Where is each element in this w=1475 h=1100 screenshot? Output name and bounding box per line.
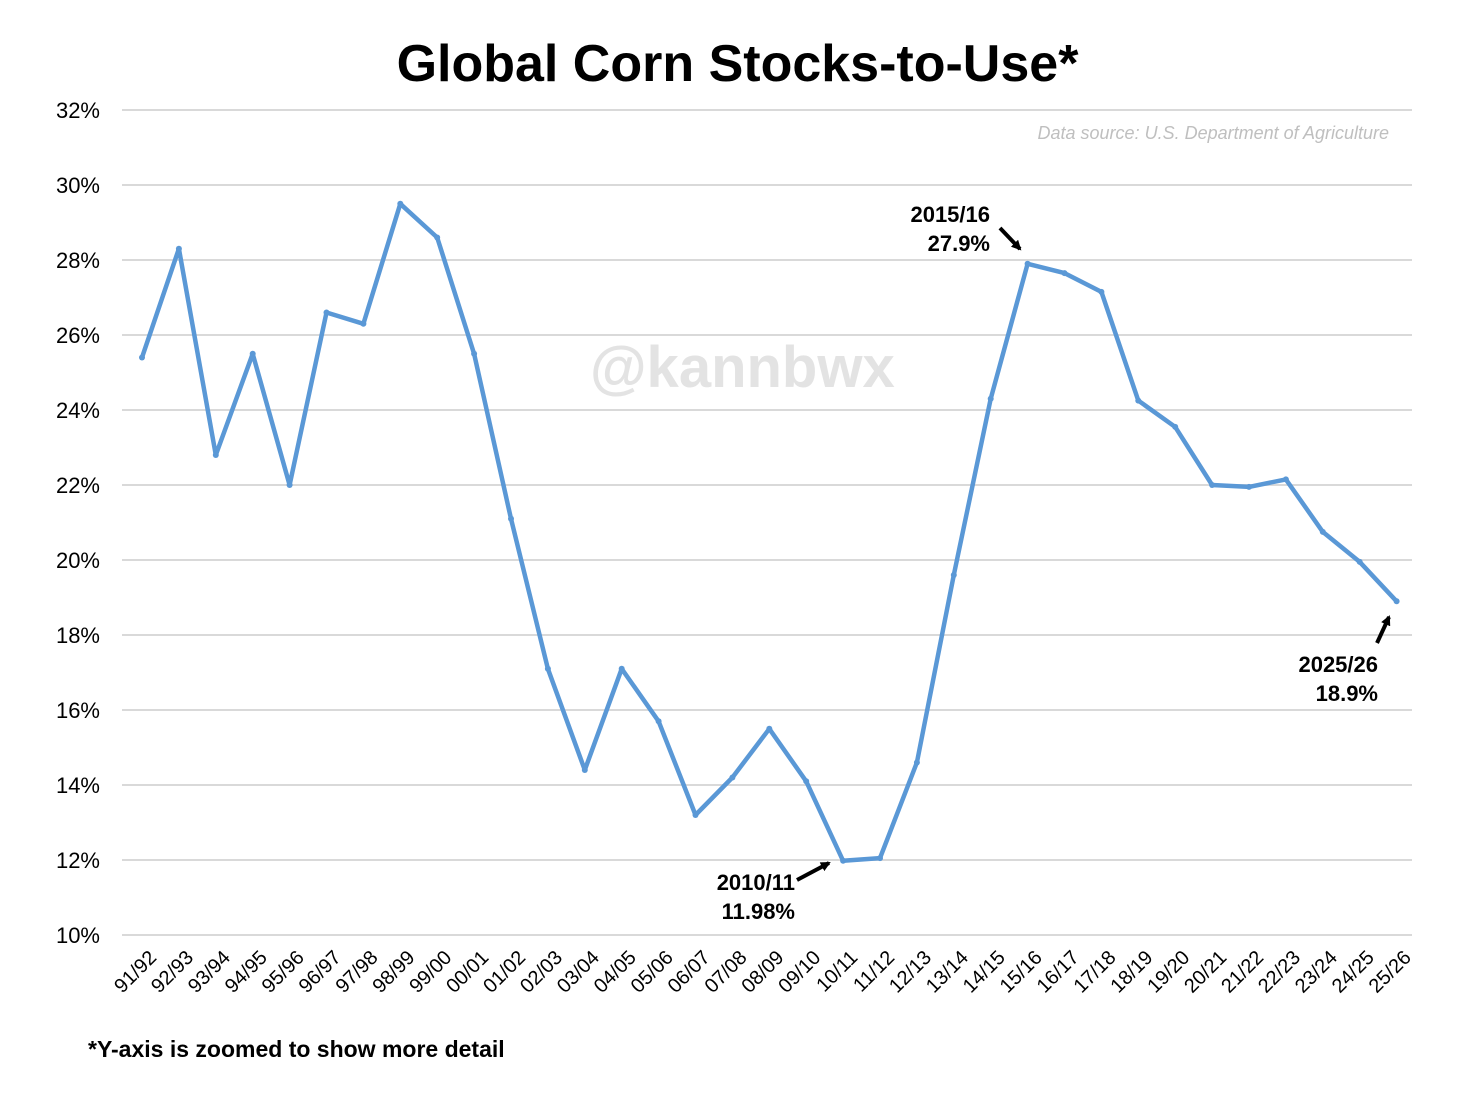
data-point xyxy=(618,665,625,672)
y-tick-label: 20% xyxy=(56,548,100,573)
data-point xyxy=(1061,270,1068,277)
x-tick-label: 23/24 xyxy=(1291,947,1342,998)
data-point xyxy=(323,309,330,316)
x-tick-label: 19/20 xyxy=(1143,947,1194,998)
x-tick-label: 96/97 xyxy=(295,947,346,998)
y-tick-label: 22% xyxy=(56,473,100,498)
y-tick-label: 26% xyxy=(56,323,100,348)
peak-annotation: 2015/16 27.9% xyxy=(880,200,990,258)
y-tick-label: 16% xyxy=(56,698,100,723)
x-tick-label: 93/94 xyxy=(184,947,235,998)
x-tick-label: 21/22 xyxy=(1217,947,1268,998)
x-tick-label: 10/11 xyxy=(812,947,862,997)
x-tick-label: 07/08 xyxy=(701,947,752,998)
x-tick-label: 06/07 xyxy=(664,947,715,998)
x-tick-label: 22/23 xyxy=(1254,947,1305,998)
data-point xyxy=(434,234,441,241)
data-point xyxy=(1172,423,1179,430)
data-point xyxy=(139,354,145,361)
data-point xyxy=(840,857,847,864)
data-source-note: Data source: U.S. Department of Agricult… xyxy=(1037,123,1389,143)
data-point xyxy=(544,665,551,672)
x-tick-label: 14/15 xyxy=(959,947,1010,998)
watermark: @kannbwx xyxy=(590,335,895,400)
data-point xyxy=(286,482,293,488)
y-tick-label: 32% xyxy=(56,98,100,123)
data-point xyxy=(987,395,994,402)
data-point xyxy=(471,350,478,357)
data-point xyxy=(1098,288,1105,295)
x-tick-label: 12/13 xyxy=(885,947,936,998)
latest-annotation: 2025/26 18.9% xyxy=(1270,650,1378,708)
trough-annotation: 2010/11 11.98% xyxy=(690,868,795,926)
data-point xyxy=(766,725,773,732)
x-tick-label: 04/05 xyxy=(590,947,641,998)
data-point xyxy=(1282,476,1289,483)
data-point xyxy=(397,200,404,207)
data-point xyxy=(360,320,367,327)
y-tick-label: 12% xyxy=(56,848,100,873)
x-tick-label: 99/00 xyxy=(405,947,456,998)
x-tick-label: 16/17 xyxy=(1033,947,1084,998)
data-point xyxy=(1024,260,1031,267)
peak-annotation-value: 27.9% xyxy=(927,231,990,256)
x-tick-label: 15/16 xyxy=(996,947,1047,998)
data-point xyxy=(803,778,810,785)
trough-annotation-year: 2010/11 xyxy=(716,870,795,895)
y-tick-label: 18% xyxy=(56,623,100,648)
latest-arrow xyxy=(1375,615,1391,644)
x-tick-label: 13/14 xyxy=(922,947,973,998)
x-tick-label: 98/99 xyxy=(368,947,419,998)
latest-annotation-year: 2025/26 xyxy=(1298,652,1378,677)
data-point xyxy=(1135,397,1142,404)
x-tick-label: 03/04 xyxy=(553,947,604,998)
series-line xyxy=(139,201,1399,864)
chart-title: Global Corn Stocks-to-Use* xyxy=(396,35,1079,93)
y-tick-label: 14% xyxy=(56,773,100,798)
data-point xyxy=(175,245,182,252)
data-point xyxy=(212,452,219,458)
data-point xyxy=(1319,528,1326,535)
x-tick-label: 92/93 xyxy=(147,947,198,998)
data-point xyxy=(950,572,957,578)
x-tick-label: 02/03 xyxy=(516,947,567,998)
data-point xyxy=(913,759,920,766)
data-point xyxy=(508,515,514,522)
data-point xyxy=(581,767,588,773)
x-tick-label: 94/95 xyxy=(221,947,272,998)
y-tick-label: 24% xyxy=(56,398,100,423)
y-tick-label: 10% xyxy=(56,923,100,948)
x-tick-label: 09/10 xyxy=(774,947,825,998)
peak-annotation-year: 2015/16 xyxy=(910,202,990,227)
x-tick-label: 95/96 xyxy=(258,947,309,998)
x-tick-label: 24/25 xyxy=(1328,947,1379,998)
x-tick-label: 05/06 xyxy=(627,947,678,998)
data-point xyxy=(692,812,699,818)
data-point xyxy=(877,855,883,862)
trough-arrow xyxy=(796,861,831,882)
data-point xyxy=(249,350,256,357)
x-tick-label: 17/18 xyxy=(1070,947,1121,998)
data-point xyxy=(655,718,662,725)
latest-annotation-value: 18.9% xyxy=(1315,681,1378,706)
data-point xyxy=(1209,482,1216,488)
y-tick-label: 30% xyxy=(56,173,100,198)
x-tick-label: 91/92 xyxy=(110,947,161,998)
y-tick-label: 28% xyxy=(56,248,100,273)
data-point xyxy=(729,774,736,781)
data-point xyxy=(1356,558,1363,565)
x-tick-label: 97/98 xyxy=(332,947,383,998)
x-tick-label: 18/19 xyxy=(1106,947,1157,998)
peak-arrow xyxy=(998,226,1022,251)
footnote: *Y-axis is zoomed to show more detail xyxy=(88,1036,505,1062)
trough-annotation-value: 11.98% xyxy=(721,899,795,924)
x-tick-label: 20/21 xyxy=(1180,947,1231,998)
x-tick-label: 08/09 xyxy=(737,947,788,998)
data-point xyxy=(1246,483,1252,490)
x-tick-label: 01/02 xyxy=(479,947,530,998)
x-tick-label: 25/26 xyxy=(1365,947,1416,998)
x-tick-label: 00/01 xyxy=(442,947,493,998)
data-point xyxy=(1393,598,1400,605)
